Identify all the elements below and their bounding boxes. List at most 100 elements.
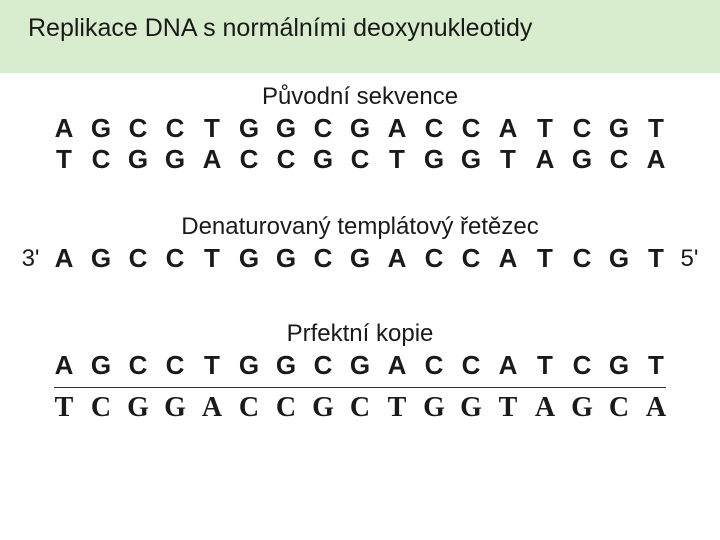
nucleotide: T	[527, 113, 564, 144]
nucleotide: G	[120, 144, 157, 175]
copy-strand2-wrap: TCGGACCGCTGGTAGCA	[0, 392, 720, 424]
original-strand2-wrap: TCGGACCGCTGGTAGCA	[0, 144, 720, 175]
nucleotide: G	[601, 113, 638, 144]
nucleotide: C	[601, 392, 638, 424]
nucleotide: G	[601, 350, 638, 381]
original-strand1-wrap: AGCCTGGCGACCATCGT	[0, 113, 720, 144]
nucleotide: C	[601, 144, 638, 175]
nucleotide: G	[416, 144, 453, 175]
nucleotide: A	[638, 144, 675, 175]
nucleotide: G	[231, 113, 268, 144]
nucleotide: G	[83, 350, 120, 381]
page-title: Replikace DNA s normálními deoxynukleoti…	[0, 0, 720, 73]
nucleotide: A	[46, 113, 83, 144]
nucleotide: A	[379, 350, 416, 381]
original-strand2: TCGGACCGCTGGTAGCA	[46, 144, 675, 175]
nucleotide: C	[416, 113, 453, 144]
nucleotide: A	[527, 144, 564, 175]
nucleotide: T	[527, 350, 564, 381]
nucleotide: T	[379, 392, 416, 424]
nucleotide: C	[305, 350, 342, 381]
nucleotide: G	[83, 113, 120, 144]
original-strand1: AGCCTGGCGACCATCGT	[46, 113, 675, 144]
nucleotide: A	[194, 144, 231, 175]
nucleotide: G	[268, 243, 305, 274]
nucleotide: A	[194, 392, 231, 424]
nucleotide: C	[305, 113, 342, 144]
section-copy: Prfektní kopie AGCCTGGCGACCATCGT TCGGACC…	[0, 320, 720, 424]
nucleotide: G	[342, 350, 379, 381]
nucleotide: G	[83, 243, 120, 274]
strand-divider	[54, 387, 666, 388]
nucleotide: G	[342, 243, 379, 274]
nucleotide: C	[342, 392, 379, 424]
nucleotide: A	[490, 350, 527, 381]
nucleotide: G	[268, 113, 305, 144]
nucleotide: G	[416, 392, 453, 424]
nucleotide: C	[416, 243, 453, 274]
nucleotide: G	[342, 113, 379, 144]
original-title: Původní sekvence	[0, 83, 720, 111]
copy-strand1: AGCCTGGCGACCATCGT	[46, 350, 675, 381]
copy-strand1-wrap: AGCCTGGCGACCATCGT	[0, 350, 720, 381]
nucleotide: C	[157, 350, 194, 381]
copy-title: Prfektní kopie	[0, 320, 720, 348]
nucleotide: C	[157, 113, 194, 144]
nucleotide: G	[231, 243, 268, 274]
nucleotide: T	[638, 243, 675, 274]
nucleotide: C	[342, 144, 379, 175]
nucleotide: A	[379, 243, 416, 274]
nucleotide: G	[157, 392, 194, 424]
nucleotide: C	[120, 350, 157, 381]
nucleotide: T	[194, 350, 231, 381]
section-template: Denaturovaný templátový řetězec 3' AGCCT…	[0, 213, 720, 274]
nucleotide: A	[638, 392, 675, 424]
nucleotide: T	[194, 243, 231, 274]
template-title: Denaturovaný templátový řetězec	[0, 213, 720, 241]
nucleotide: T	[194, 113, 231, 144]
nucleotide: C	[268, 144, 305, 175]
nucleotide: A	[527, 392, 564, 424]
nucleotide: G	[601, 243, 638, 274]
nucleotide: T	[638, 113, 675, 144]
nucleotide: G	[305, 144, 342, 175]
nucleotide: C	[416, 350, 453, 381]
nucleotide: G	[564, 392, 601, 424]
nucleotide: C	[453, 113, 490, 144]
template-strand: AGCCTGGCGACCATCGT	[46, 243, 675, 274]
nucleotide: A	[46, 243, 83, 274]
nucleotide: G	[453, 144, 490, 175]
section-original: Původní sekvence AGCCTGGCGACCATCGT TCGGA…	[0, 83, 720, 175]
nucleotide: C	[564, 113, 601, 144]
five-prime-label: 5'	[675, 245, 705, 273]
nucleotide: C	[120, 113, 157, 144]
nucleotide: C	[231, 144, 268, 175]
nucleotide: C	[157, 243, 194, 274]
nucleotide: T	[46, 392, 83, 424]
nucleotide: A	[379, 113, 416, 144]
nucleotide: T	[490, 144, 527, 175]
nucleotide: G	[453, 392, 490, 424]
nucleotide: A	[490, 113, 527, 144]
template-strand-wrap: 3' AGCCTGGCGACCATCGT 5'	[0, 243, 720, 274]
nucleotide: T	[46, 144, 83, 175]
nucleotide: T	[527, 243, 564, 274]
nucleotide: G	[268, 350, 305, 381]
nucleotide: C	[453, 243, 490, 274]
nucleotide: G	[305, 392, 342, 424]
nucleotide: C	[305, 243, 342, 274]
nucleotide: C	[83, 392, 120, 424]
nucleotide: G	[564, 144, 601, 175]
nucleotide: T	[638, 350, 675, 381]
nucleotide: G	[157, 144, 194, 175]
nucleotide: G	[120, 392, 157, 424]
nucleotide: T	[490, 392, 527, 424]
nucleotide: C	[83, 144, 120, 175]
three-prime-label: 3'	[16, 245, 46, 273]
nucleotide: C	[231, 392, 268, 424]
nucleotide: C	[564, 350, 601, 381]
nucleotide: A	[490, 243, 527, 274]
nucleotide: G	[231, 350, 268, 381]
nucleotide: C	[268, 392, 305, 424]
nucleotide: C	[564, 243, 601, 274]
